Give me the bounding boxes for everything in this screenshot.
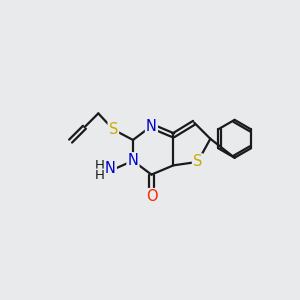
Text: S: S: [193, 154, 202, 169]
Text: H: H: [94, 169, 104, 182]
Text: N: N: [146, 118, 157, 134]
Text: H: H: [94, 159, 104, 172]
Text: N: N: [128, 153, 138, 168]
Text: S: S: [109, 122, 118, 137]
Text: N: N: [105, 161, 116, 176]
Text: O: O: [146, 189, 157, 204]
